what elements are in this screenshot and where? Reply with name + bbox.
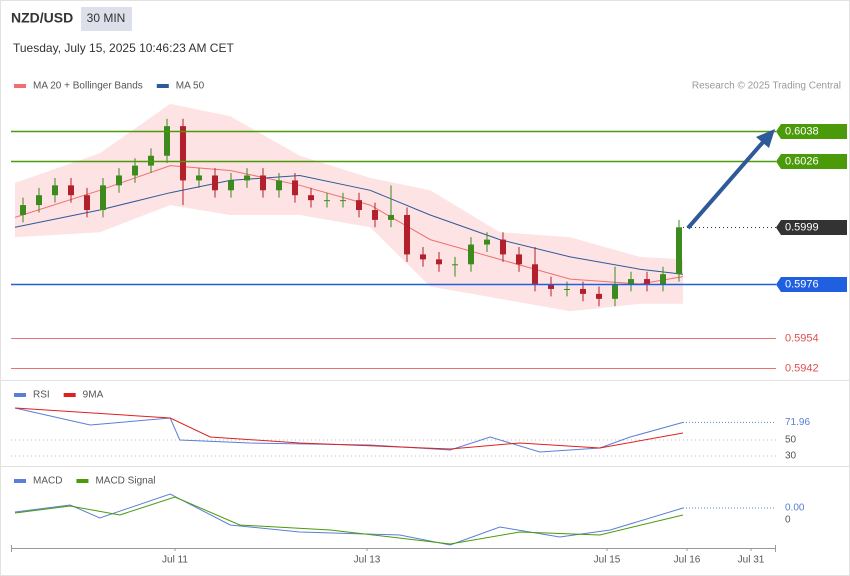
level-label: 0.5999: [785, 221, 819, 233]
candle-body: [68, 185, 74, 196]
candle-body: [180, 126, 186, 181]
interval: 30 MIN: [87, 11, 126, 25]
candle-body: [580, 288, 586, 294]
legend-label: MACD: [33, 476, 62, 487]
candle-body: [644, 279, 650, 285]
candle-body: [36, 195, 42, 206]
symbol: NZD/USD: [11, 10, 73, 26]
last-value-label: 71.96: [785, 417, 810, 428]
ma-line: [14, 174, 684, 275]
candle-body: [500, 239, 506, 255]
indicator-line: [14, 496, 684, 545]
legend-label: MA 20 + Bollinger Bands: [33, 81, 143, 92]
level-label: 0.5976: [785, 278, 819, 290]
last-value-label: 0.00: [785, 503, 805, 514]
source: Research © 2025 Trading Central: [692, 81, 841, 92]
candle-body: [516, 254, 522, 265]
candle-body: [100, 185, 106, 211]
candle-body: [372, 210, 378, 220]
forecast-arrow: [686, 129, 775, 230]
x-tick-label: Jul 31: [738, 555, 765, 566]
level-label: 0.5942: [785, 362, 819, 374]
candle-body: [228, 180, 234, 191]
legend-swatch: [63, 393, 76, 397]
candle-body: [484, 239, 490, 245]
legend-label: RSI: [33, 390, 50, 401]
arrow-head: [756, 129, 775, 148]
candle-body: [596, 293, 602, 299]
level-box: [776, 124, 847, 139]
candle-body: [548, 284, 554, 289]
x-tick-label: Jul 13: [354, 555, 381, 566]
y-tick-label: 50: [785, 435, 797, 446]
level-box: [776, 154, 847, 169]
indicator-line: [14, 493, 684, 546]
candle-body: [404, 214, 410, 255]
candle-body: [84, 195, 90, 211]
candle-body: [628, 279, 634, 285]
candle-body: [148, 155, 154, 166]
candle-body: [660, 274, 666, 285]
level-label: 0.5954: [785, 332, 819, 344]
indicator-line: [14, 407, 684, 450]
legend-label: 9MA: [83, 390, 104, 401]
level-label: 0.6026: [785, 155, 819, 167]
legend-label: MACD Signal: [95, 476, 155, 487]
x-tick-label: Jul 16: [674, 555, 701, 566]
candle-body: [420, 254, 426, 260]
candle-body: [324, 200, 330, 202]
candle-body: [164, 126, 170, 156]
candle-body: [452, 264, 458, 266]
legend-swatch: [156, 84, 169, 88]
level-box: [776, 220, 847, 235]
candle-body: [468, 244, 474, 265]
legend-swatch: [14, 479, 26, 483]
interval-badge: [81, 7, 132, 31]
candle-body: [356, 200, 362, 211]
candle-body: [260, 175, 266, 191]
x-tick-label: Jul 15: [594, 555, 621, 566]
candle-body: [244, 175, 250, 181]
candle-body: [20, 205, 26, 215]
candle-body: [340, 200, 346, 202]
arrow-shaft: [686, 139, 766, 230]
level-label: 0.6038: [785, 125, 819, 137]
candle-body: [612, 284, 618, 299]
candle-body: [52, 185, 58, 196]
candle-body: [564, 288, 570, 290]
candle-body: [276, 180, 282, 191]
candle-body: [212, 175, 218, 191]
legend-swatch: [14, 393, 26, 397]
candle-body: [292, 180, 298, 196]
level-box: [776, 277, 847, 292]
candle-body: [132, 165, 138, 176]
legend-swatch: [14, 84, 26, 88]
x-tick-label: Jul 11: [162, 555, 188, 566]
candle-body: [532, 264, 538, 285]
legend-label: MA 50: [176, 81, 205, 92]
candle-body: [116, 175, 122, 186]
timestamp: Tuesday, July 15, 2025 10:46:23 AM CET: [13, 41, 234, 55]
y-tick-label: 0: [785, 515, 791, 526]
candle-body: [196, 175, 202, 181]
legend-swatch: [76, 479, 89, 483]
candle-body: [388, 214, 394, 220]
ma-line: [14, 165, 684, 285]
candle-body: [436, 259, 442, 265]
candle-body: [676, 227, 682, 275]
candle-body: [308, 195, 314, 201]
y-tick-label: 30: [785, 451, 797, 462]
